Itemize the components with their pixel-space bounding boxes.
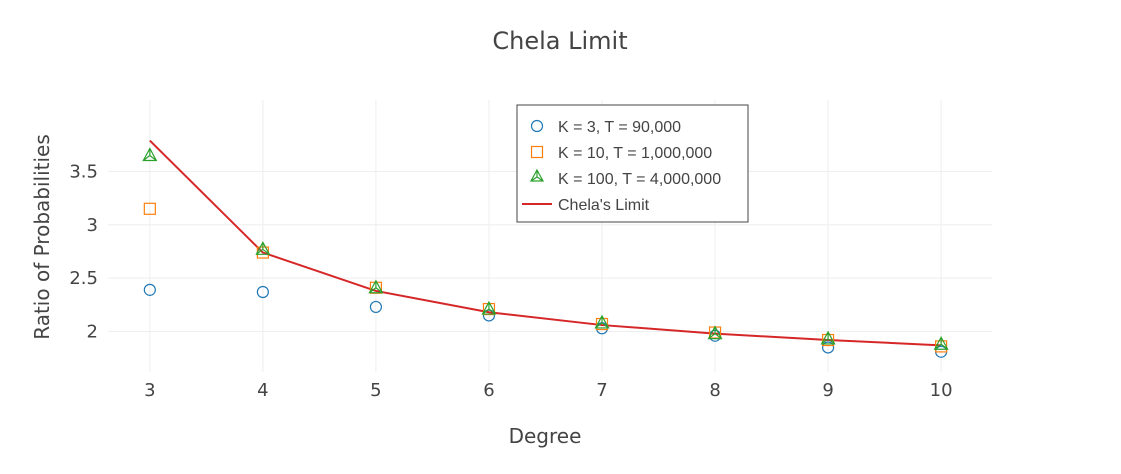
chela-limit-line — [149, 139, 942, 347]
legend-item[interactable]: Chela's Limit — [522, 197, 650, 214]
circle-point[interactable] — [369, 300, 383, 314]
x-tick-label: 9 — [822, 380, 833, 401]
triangle-point[interactable] — [255, 241, 271, 255]
chart-title: Chela Limit — [492, 27, 627, 55]
triangle-point[interactable] — [594, 314, 610, 329]
x-tick-label: 6 — [483, 380, 494, 401]
legend-circle-icon — [530, 119, 544, 133]
x-tick-label: 7 — [596, 380, 607, 401]
axis-ticks: 3 4 5 6 7 8 9 10 2 2.5 3 3.5 — [69, 161, 952, 401]
x-tick-label: 10 — [930, 380, 953, 401]
square-point[interactable] — [143, 202, 156, 215]
legend-label: K = 10, T = 1,000,000 — [558, 145, 712, 162]
legend-item[interactable]: K = 3, T = 90,000 — [530, 119, 682, 136]
circle-point[interactable] — [482, 309, 496, 322]
y-tick-label: 2 — [87, 321, 98, 342]
y-tick-label: 3 — [87, 215, 98, 236]
legend-label: K = 100, T = 4,000,000 — [558, 171, 721, 188]
legend-triangle-icon — [529, 168, 545, 182]
triangle-point[interactable] — [368, 279, 384, 294]
triangle-point[interactable] — [142, 147, 158, 162]
y-axis-title: Ratio of Probabilities — [30, 134, 54, 340]
circle-point[interactable] — [143, 283, 156, 296]
x-tick-label: 3 — [144, 380, 155, 401]
legend-item[interactable]: K = 10, T = 1,000,000 — [530, 145, 713, 162]
triangle-point[interactable] — [933, 336, 949, 350]
y-tick-label: 3.5 — [69, 161, 98, 182]
x-tick-label: 5 — [370, 380, 381, 401]
triangle-point[interactable] — [820, 330, 836, 345]
legend-label: K = 3, T = 90,000 — [558, 119, 681, 136]
legend-square-icon — [530, 145, 544, 159]
line-series — [149, 139, 942, 347]
x-tick-label: 8 — [709, 380, 720, 401]
x-tick-label: 4 — [257, 380, 268, 401]
legend-item[interactable]: K = 100, T = 4,000,000 — [529, 168, 721, 188]
marker-series — [142, 147, 949, 358]
triangle-point[interactable] — [481, 300, 497, 315]
legend-box — [516, 104, 749, 223]
triangle-point[interactable] — [707, 325, 723, 340]
circle-point[interactable] — [256, 285, 269, 299]
legend: K = 3, T = 90,000 K = 10, T = 1,000,000 … — [516, 104, 749, 223]
x-axis-title: Degree — [509, 424, 582, 448]
y-tick-label: 2.5 — [69, 268, 98, 289]
circle-point[interactable] — [821, 341, 835, 354]
legend-label: Chela's Limit — [558, 197, 650, 214]
